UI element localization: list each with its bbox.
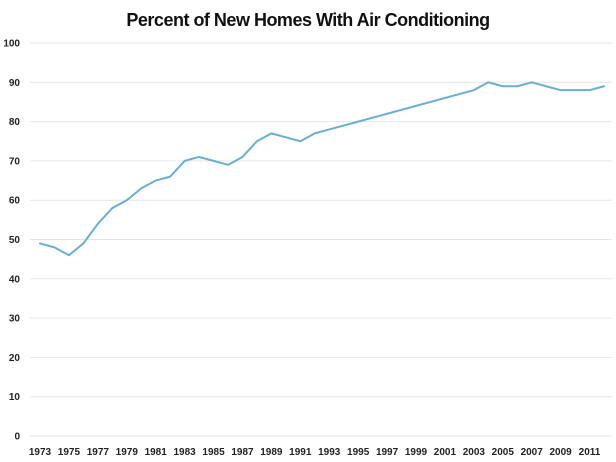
x-tick-label: 1999: [405, 447, 428, 458]
y-tick-label: 20: [9, 353, 21, 364]
x-tick-label: 1979: [116, 447, 139, 458]
x-tick-label: 1981: [145, 447, 168, 458]
y-axis-ticks: 0 10 20 30 40 50 60 70 80 90 100: [3, 39, 20, 443]
y-tick-label: 50: [9, 235, 21, 246]
x-tick-label: 2007: [521, 447, 544, 458]
x-tick-label: 1995: [347, 447, 370, 458]
y-tick-label: 40: [9, 274, 21, 285]
x-tick-label: 2003: [463, 447, 486, 458]
x-tick-label: 1985: [202, 447, 225, 458]
x-tick-label: 2001: [434, 447, 457, 458]
x-tick-label: 1997: [376, 447, 399, 458]
x-tick-label: 1987: [231, 447, 254, 458]
x-tick-label: 1993: [318, 447, 341, 458]
x-tick-label: 1989: [260, 447, 283, 458]
x-tick-label: 1983: [173, 447, 196, 458]
x-tick-label: 1977: [87, 447, 110, 458]
y-tick-label: 70: [9, 156, 21, 167]
y-tick-label: 60: [9, 196, 21, 207]
y-tick-label: 90: [9, 78, 21, 89]
y-tick-label: 30: [9, 314, 21, 325]
x-axis-ticks: 1973 1975 1977 1979 1981 1983 1985 1987 1989 1991…: [29, 447, 601, 458]
y-tick-label: 80: [9, 117, 21, 128]
x-tick-label: 1991: [289, 447, 312, 458]
x-tick-label: 1975: [58, 447, 81, 458]
series-layer: [39, 81, 605, 257]
x-tick-label: 2005: [492, 447, 515, 458]
y-tick-label: 100: [3, 39, 20, 50]
grid-lines: [30, 42, 612, 437]
y-tick-label: 10: [9, 392, 21, 403]
y-tick-label: 0: [14, 432, 20, 443]
x-tick-label: 1973: [29, 447, 52, 458]
x-tick-label: 2011: [579, 447, 601, 458]
chart-title: Percent of New Homes With Air Conditioni…: [126, 10, 490, 30]
series-line-0: [39, 81, 605, 257]
x-tick-label: 2009: [549, 447, 572, 458]
